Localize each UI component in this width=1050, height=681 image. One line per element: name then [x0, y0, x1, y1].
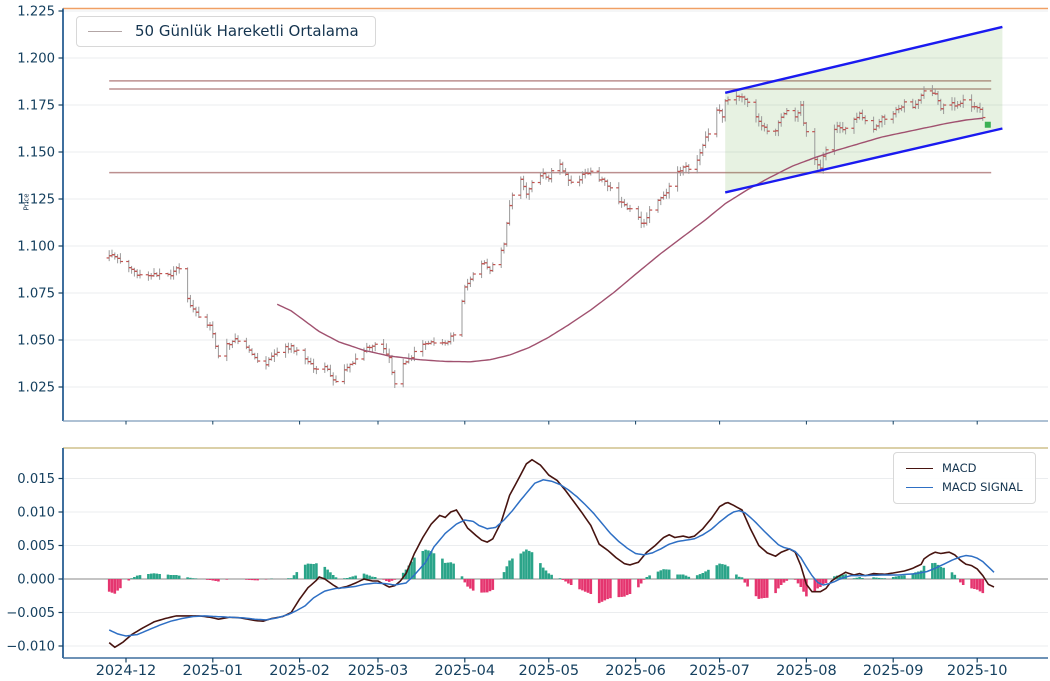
macd-tick-label: −0.005: [6, 606, 55, 621]
price-tick-label: 1.200: [17, 52, 55, 67]
price-tick-label: 1.150: [17, 146, 55, 161]
macd-legend: MACD MACD SIGNAL: [893, 452, 1036, 504]
price-legend: 50 Günlük Hareketli Ortalama: [76, 16, 376, 47]
x-tick-label: 2025-06: [605, 663, 666, 679]
macd-tick-label: 0.010: [17, 506, 55, 521]
macd-signal-legend-row: MACD SIGNAL: [906, 478, 1023, 497]
ma50-legend-label: 50 Günlük Hareketli Ortalama: [135, 22, 359, 40]
x-tick-label: 2025-08: [776, 663, 837, 679]
price-tick-label: 1.050: [17, 334, 55, 349]
last-close-marker: [984, 121, 991, 128]
x-tick-label: 2025-04: [435, 663, 496, 679]
macd-signal-legend-line-icon: [906, 487, 933, 488]
macd-y-axis: 0.015 0.010 0.005 0.000 −0.005 −0.010: [6, 472, 63, 655]
x-tick-label: 2025-10: [947, 663, 1008, 679]
price-y-axis-label: Price: [22, 193, 31, 211]
macd-legend-line-icon: [906, 468, 933, 469]
gridlines: [63, 10, 1048, 647]
macd-tick-label: −0.010: [6, 640, 55, 655]
price-tick-label: 1.100: [17, 240, 55, 255]
trend-channel-lines: [724, 25, 1003, 194]
x-tick-label: 2025-05: [519, 663, 580, 679]
macd-tick-label: 0.015: [17, 472, 55, 487]
axes-spines: [62, 7, 1048, 659]
macd-legend-label: MACD: [942, 461, 977, 475]
macd-histogram: [107, 549, 985, 604]
ma50-legend-line-icon: [88, 30, 122, 32]
x-tick-label: 2025-07: [689, 663, 750, 679]
x-tick-label: 2024-12: [96, 663, 157, 679]
trend-channel: [725, 27, 1003, 193]
price-tick-label: 1.175: [17, 99, 55, 114]
price-tick-label: 1.125: [17, 193, 55, 208]
macd-tick-label: 0.005: [17, 539, 55, 554]
price-tick-label: 1.025: [17, 381, 55, 396]
x-tick-label: 2025-09: [863, 663, 924, 679]
macd-signal-line: [108, 479, 995, 637]
macd-signal-legend-label: MACD SIGNAL: [942, 480, 1023, 494]
x-tick-label: 2025-02: [269, 663, 330, 679]
x-tick-label: 2025-01: [183, 663, 244, 679]
price-hlines: [109, 80, 992, 174]
macd-tick-label: 0.000: [17, 573, 55, 588]
macd-line: [108, 458, 995, 649]
ohlc-bars: [106, 85, 986, 389]
x-tick-label: 2025-03: [348, 663, 409, 679]
price-tick-label: 1.225: [17, 5, 55, 20]
macd-legend-row: MACD: [906, 459, 1023, 478]
x-axis: 2024-12 2025-01 2025-02 2025-03 2025-04 2025-…: [96, 421, 1008, 679]
price-tick-label: 1.075: [17, 287, 55, 302]
price-y-axis: 1.025 1.050 1.075 1.100 1.125 1.150 1.175 1.200…: [17, 5, 63, 396]
ma50-line: [276, 117, 983, 363]
